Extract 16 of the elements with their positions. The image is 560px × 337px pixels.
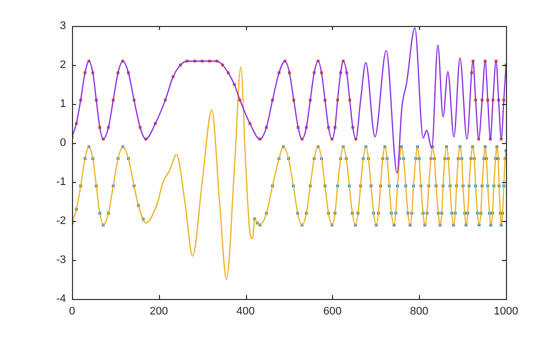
y-tick-label: 0 xyxy=(60,137,66,150)
x-tick-label: 0 xyxy=(68,306,76,318)
x-tick-label: 400 xyxy=(236,306,255,318)
x-tick-label: 600 xyxy=(323,306,342,318)
x-tick-label: 200 xyxy=(150,306,168,318)
y-tick-label: -1 xyxy=(56,176,66,188)
x-tick-label: 800 xyxy=(410,306,428,318)
y-tick-label: 3 xyxy=(60,20,66,32)
line-series xyxy=(72,66,506,280)
x-tick-label: 1000 xyxy=(494,306,518,318)
y-tick-label: -4 xyxy=(56,293,66,306)
line-series xyxy=(72,27,506,174)
y-tick-label: 1 xyxy=(60,98,66,110)
y-tick-label: 2 xyxy=(60,59,66,72)
y-tick-label: -3 xyxy=(56,254,66,266)
y-tick-label: -2 xyxy=(56,215,66,228)
